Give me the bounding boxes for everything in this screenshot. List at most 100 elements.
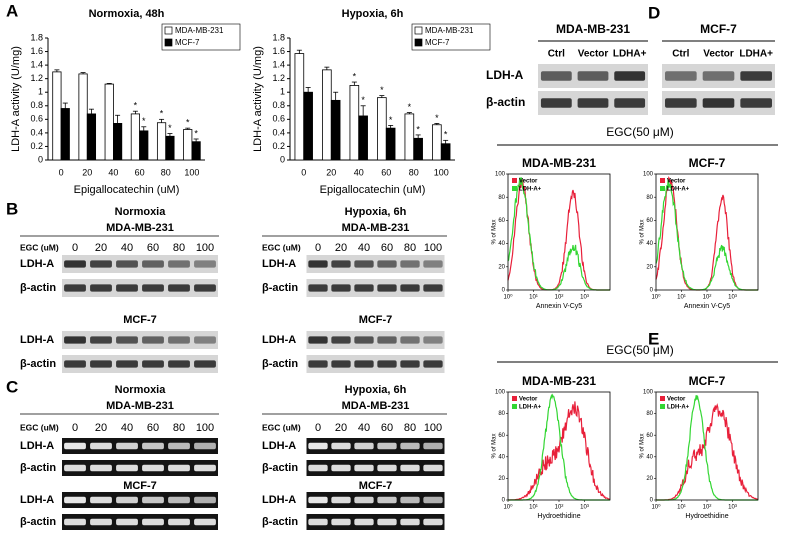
band xyxy=(665,71,697,81)
blot-row-label: LDH-A xyxy=(262,258,296,270)
band xyxy=(116,518,138,526)
y-tick-label: 1.6 xyxy=(272,46,285,56)
dose-value: 0 xyxy=(72,422,78,434)
blot-row-label: LDH-A xyxy=(20,258,54,270)
dose-value: 20 xyxy=(95,422,107,434)
x-tick-label: 10² xyxy=(703,505,712,511)
legend-label: MCF-7 xyxy=(425,38,450,47)
y-axis-label: % of Max xyxy=(640,433,646,458)
significance-mark: * xyxy=(408,102,412,112)
y-tick-label: 40 xyxy=(498,454,505,460)
band xyxy=(540,71,572,81)
y-tick-label: 80 xyxy=(498,195,505,201)
band xyxy=(423,336,443,344)
y-axis-label: % of Max xyxy=(492,433,498,458)
x-tick-label: 10³ xyxy=(728,505,737,511)
band xyxy=(331,336,351,344)
x-tick-label: 80 xyxy=(161,167,171,177)
legend-label: Vector xyxy=(519,397,538,403)
bar xyxy=(330,99,341,161)
blot-row-label: β-actin xyxy=(20,282,56,294)
lane-label: Ctrl xyxy=(672,49,689,60)
blot-cell-line: MDA-MB-231 xyxy=(556,22,630,36)
x-tick-label: 10⁰ xyxy=(503,504,513,511)
x-tick-label: 10¹ xyxy=(529,295,538,301)
band xyxy=(64,336,86,344)
dose-value: 60 xyxy=(381,422,393,434)
chart-title: Normoxia, 48h xyxy=(89,8,165,20)
x-tick-label: 10² xyxy=(555,295,564,301)
y-tick-label: 0.6 xyxy=(272,114,285,124)
y-tick-label: 0 xyxy=(280,154,285,164)
dose-value: 100 xyxy=(424,422,442,434)
band xyxy=(740,71,772,81)
band xyxy=(377,518,397,526)
band xyxy=(116,260,138,268)
band xyxy=(116,336,138,344)
band xyxy=(702,98,735,108)
blot-background xyxy=(62,460,218,476)
x-tick-label: 10³ xyxy=(728,295,737,301)
dose-label: EGC (uM) xyxy=(262,242,301,252)
significance-mark: * xyxy=(186,118,190,128)
blot-cell-line: MDA-MB-231 xyxy=(342,222,410,234)
band xyxy=(577,98,609,108)
dose-value: 20 xyxy=(335,422,347,434)
blot-condition: Normoxia xyxy=(115,384,167,396)
blot-row-label: β-actin xyxy=(262,358,298,370)
dose-value: 0 xyxy=(315,242,321,254)
dose-label: EGC (uM) xyxy=(20,422,59,432)
histogram-curve xyxy=(507,177,610,291)
blot-row-label: LDH-A xyxy=(20,440,54,452)
y-tick-label: 1.2 xyxy=(272,73,285,83)
significance-mark: * xyxy=(168,123,172,133)
band xyxy=(142,442,164,450)
band xyxy=(194,464,216,472)
x-tick-label: 10³ xyxy=(580,295,589,301)
chart-title: Hypoxia, 6h xyxy=(342,8,404,20)
lane-label: Ctrl xyxy=(548,49,565,60)
y-tick-label: 40 xyxy=(646,241,653,247)
bar xyxy=(139,130,149,161)
x-axis-label: Hydroethidine xyxy=(685,513,728,520)
bar xyxy=(130,113,140,161)
y-tick-label: 60 xyxy=(646,433,653,439)
legend-swatch xyxy=(660,186,665,191)
band xyxy=(168,496,190,504)
band xyxy=(400,260,420,268)
blot-row-label: LDH-A xyxy=(262,494,296,506)
bar xyxy=(191,141,201,161)
x-tick-label: 40 xyxy=(108,167,118,177)
y-tick-label: 0 xyxy=(502,498,506,504)
band xyxy=(354,336,374,344)
band xyxy=(142,260,164,268)
y-tick-label: 1 xyxy=(38,87,43,97)
bar xyxy=(349,85,360,161)
y-tick-label: 20 xyxy=(498,264,505,270)
y-tick-label: 80 xyxy=(646,411,653,417)
significance-mark: * xyxy=(160,109,164,119)
band xyxy=(331,260,351,268)
bar xyxy=(377,97,387,161)
x-tick-label: 10² xyxy=(703,295,712,301)
band xyxy=(702,71,735,81)
plot-title: MDA-MB-231 xyxy=(522,374,596,388)
band xyxy=(194,336,216,344)
dose-value: 80 xyxy=(173,242,185,254)
band xyxy=(142,284,164,292)
band xyxy=(308,518,328,526)
legend-swatch xyxy=(660,396,665,401)
blot-background xyxy=(306,514,445,530)
dose-value: 100 xyxy=(196,242,214,254)
dose-value: 40 xyxy=(121,422,133,434)
legend-label: MDA-MB-231 xyxy=(175,26,224,35)
bar xyxy=(358,115,368,161)
band xyxy=(64,464,86,472)
legend-label: LDH-A+ xyxy=(519,405,542,411)
band xyxy=(90,496,112,504)
band xyxy=(168,518,190,526)
band xyxy=(194,360,216,368)
blot-row-label: β-actin xyxy=(20,516,56,528)
band xyxy=(116,360,138,368)
band xyxy=(331,442,351,450)
